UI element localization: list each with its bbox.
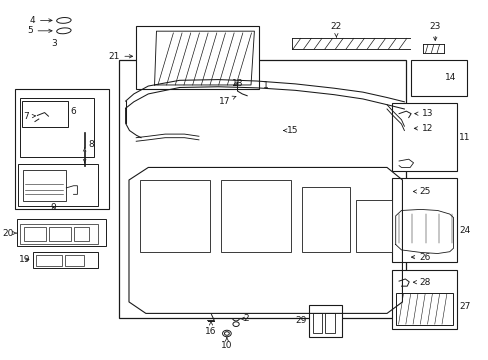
Text: 10: 10 bbox=[221, 338, 232, 350]
Text: 8: 8 bbox=[88, 140, 94, 149]
Text: 12: 12 bbox=[413, 124, 432, 133]
Text: 22: 22 bbox=[330, 22, 341, 37]
Text: 27: 27 bbox=[458, 302, 470, 311]
Text: 23: 23 bbox=[428, 22, 440, 40]
Bar bbox=[33, 252, 98, 268]
Bar bbox=[391, 103, 456, 171]
Text: 28: 28 bbox=[412, 278, 430, 287]
Bar bbox=[391, 270, 456, 329]
Text: 26: 26 bbox=[410, 253, 430, 262]
Bar bbox=[23, 170, 66, 201]
Bar bbox=[22, 101, 68, 127]
Bar bbox=[308, 305, 341, 337]
Bar bbox=[20, 224, 98, 244]
Bar bbox=[15, 89, 108, 209]
Text: 9: 9 bbox=[50, 203, 56, 212]
Text: 14: 14 bbox=[444, 73, 455, 82]
Bar bbox=[410, 60, 466, 96]
Bar bbox=[136, 26, 259, 89]
Text: 11: 11 bbox=[458, 133, 469, 142]
Text: 1: 1 bbox=[263, 81, 268, 90]
Text: 13: 13 bbox=[414, 109, 432, 118]
Text: 18: 18 bbox=[231, 79, 243, 88]
Bar bbox=[119, 60, 406, 318]
Bar bbox=[325, 314, 334, 333]
Bar bbox=[140, 180, 209, 252]
Text: 7: 7 bbox=[23, 112, 36, 121]
Text: 29: 29 bbox=[295, 316, 306, 325]
Text: 6: 6 bbox=[70, 107, 76, 116]
Bar bbox=[17, 220, 105, 246]
Text: 24: 24 bbox=[458, 226, 469, 235]
Text: 21: 21 bbox=[108, 52, 132, 61]
Bar bbox=[24, 227, 46, 241]
Text: 25: 25 bbox=[412, 187, 430, 196]
Bar bbox=[65, 255, 84, 266]
Bar bbox=[49, 227, 71, 241]
Bar bbox=[301, 187, 349, 252]
Text: 3: 3 bbox=[51, 39, 57, 48]
Bar bbox=[220, 180, 290, 252]
Bar bbox=[355, 200, 391, 252]
Bar bbox=[391, 178, 456, 262]
Bar bbox=[312, 314, 322, 333]
Bar bbox=[18, 163, 98, 206]
Text: 5: 5 bbox=[27, 26, 52, 35]
Text: 19: 19 bbox=[19, 255, 30, 264]
Text: 20: 20 bbox=[2, 229, 17, 238]
Bar bbox=[36, 255, 62, 266]
Text: 15: 15 bbox=[283, 126, 298, 135]
Bar bbox=[395, 293, 452, 325]
Bar bbox=[74, 227, 89, 241]
Bar bbox=[20, 98, 94, 157]
Text: 16: 16 bbox=[205, 321, 216, 336]
Text: 2: 2 bbox=[240, 314, 248, 323]
Text: 17: 17 bbox=[218, 96, 235, 105]
Text: 4: 4 bbox=[29, 16, 52, 25]
